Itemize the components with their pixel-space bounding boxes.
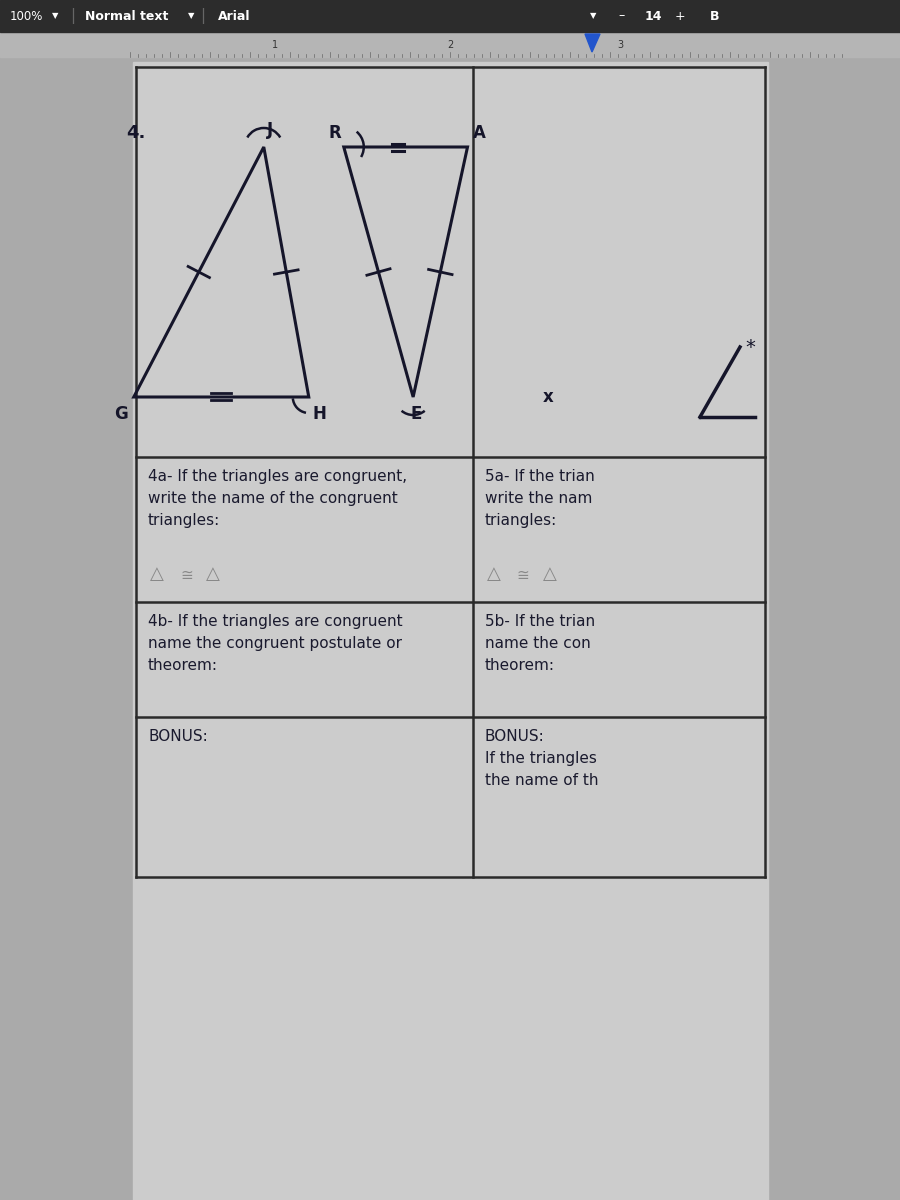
Text: |: | xyxy=(200,8,205,24)
Text: 4a- If the triangles are congruent,
write the name of the congruent
triangles:: 4a- If the triangles are congruent, writ… xyxy=(148,469,407,528)
Text: 4b- If the triangles are congruent
name the congruent postulate or
theorem:: 4b- If the triangles are congruent name … xyxy=(148,614,402,673)
Text: 100%: 100% xyxy=(10,10,43,23)
Text: R: R xyxy=(328,124,341,142)
Text: x: x xyxy=(543,388,553,406)
Text: △: △ xyxy=(206,565,220,583)
Text: ≅: ≅ xyxy=(517,568,529,583)
Text: A: A xyxy=(472,124,485,142)
Text: 14: 14 xyxy=(645,10,662,23)
Text: △: △ xyxy=(150,565,164,583)
Text: |: | xyxy=(70,8,75,24)
Bar xyxy=(133,62,768,1200)
Text: G: G xyxy=(114,404,128,422)
Text: △: △ xyxy=(543,565,556,583)
Text: ≅: ≅ xyxy=(180,568,193,583)
Text: 5a- If the trian
write the nam
triangles:: 5a- If the trian write the nam triangles… xyxy=(484,469,594,528)
Text: E: E xyxy=(410,404,422,422)
Bar xyxy=(0,32,900,56)
Text: *: * xyxy=(745,337,755,356)
Text: 4.: 4. xyxy=(126,124,145,142)
Text: 1: 1 xyxy=(272,40,278,49)
Text: H: H xyxy=(313,404,327,422)
Text: Normal text: Normal text xyxy=(85,10,168,23)
Text: Arial: Arial xyxy=(218,10,250,23)
Text: J: J xyxy=(266,121,273,139)
Text: BONUS:
If the triangles
the name of th: BONUS: If the triangles the name of th xyxy=(484,728,598,788)
Text: 3: 3 xyxy=(616,40,623,49)
Polygon shape xyxy=(585,34,600,52)
Text: +: + xyxy=(675,10,686,23)
Text: △: △ xyxy=(487,565,500,583)
Text: ▼: ▼ xyxy=(52,12,58,20)
Bar xyxy=(0,0,900,32)
Text: 2: 2 xyxy=(447,40,453,49)
Text: ▼: ▼ xyxy=(590,12,597,20)
Text: 5b- If the trian
name the con
theorem:: 5b- If the trian name the con theorem: xyxy=(484,614,595,673)
Text: ▼: ▼ xyxy=(188,12,194,20)
Text: BONUS:: BONUS: xyxy=(148,728,208,744)
Text: B: B xyxy=(710,10,719,23)
Text: –: – xyxy=(618,10,625,23)
